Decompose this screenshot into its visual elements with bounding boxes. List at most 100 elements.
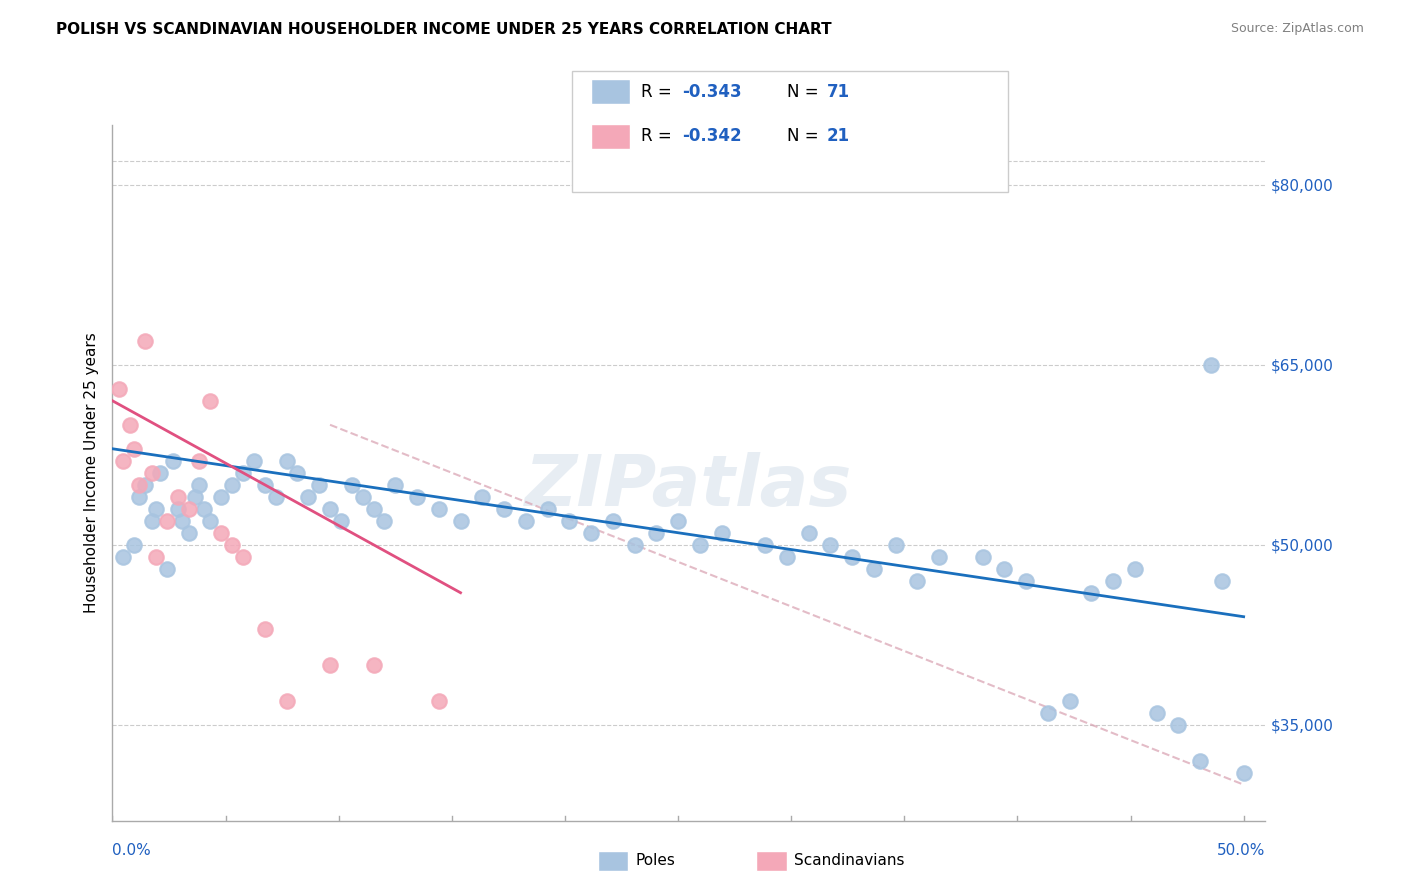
Point bbox=[264, 490, 287, 504]
Point bbox=[754, 538, 776, 552]
Point bbox=[352, 490, 374, 504]
Point bbox=[184, 490, 207, 504]
Point bbox=[1102, 574, 1125, 588]
Point bbox=[450, 514, 472, 528]
Point bbox=[297, 490, 319, 504]
Point bbox=[492, 501, 515, 516]
Point bbox=[149, 466, 172, 480]
Point bbox=[515, 514, 537, 528]
Point bbox=[1036, 706, 1059, 720]
Point bbox=[232, 549, 254, 564]
Point bbox=[1189, 754, 1212, 768]
Point bbox=[276, 694, 298, 708]
Point bbox=[162, 454, 184, 468]
Point bbox=[166, 501, 188, 516]
Point bbox=[200, 393, 222, 408]
Point bbox=[1146, 706, 1168, 720]
Point bbox=[776, 549, 799, 564]
Point bbox=[1167, 717, 1189, 731]
Text: N =: N = bbox=[787, 83, 824, 101]
Point bbox=[1123, 562, 1146, 576]
Point bbox=[340, 477, 363, 491]
Point bbox=[193, 501, 215, 516]
Point bbox=[232, 466, 254, 480]
Point bbox=[905, 574, 928, 588]
Text: 50.0%: 50.0% bbox=[1218, 843, 1265, 858]
Text: Scandinavians: Scandinavians bbox=[794, 854, 905, 868]
Point bbox=[623, 538, 645, 552]
Point bbox=[308, 477, 330, 491]
Point bbox=[172, 514, 194, 528]
Point bbox=[253, 622, 276, 636]
Point bbox=[329, 514, 352, 528]
Point bbox=[112, 454, 135, 468]
Point bbox=[602, 514, 624, 528]
Point bbox=[221, 477, 243, 491]
Point bbox=[972, 549, 994, 564]
Point bbox=[689, 538, 711, 552]
Point bbox=[427, 694, 450, 708]
Text: POLISH VS SCANDINAVIAN HOUSEHOLDER INCOME UNDER 25 YEARS CORRELATION CHART: POLISH VS SCANDINAVIAN HOUSEHOLDER INCOM… bbox=[56, 22, 832, 37]
Text: 21: 21 bbox=[827, 128, 849, 145]
Text: -0.343: -0.343 bbox=[682, 83, 741, 101]
Point bbox=[1015, 574, 1038, 588]
Point bbox=[427, 501, 450, 516]
Point bbox=[863, 562, 886, 576]
Point bbox=[156, 562, 179, 576]
Point bbox=[841, 549, 863, 564]
Point bbox=[188, 477, 211, 491]
Point bbox=[384, 477, 406, 491]
Text: ZIPatlas: ZIPatlas bbox=[526, 452, 852, 521]
Point bbox=[145, 549, 167, 564]
Point bbox=[558, 514, 581, 528]
Point bbox=[1080, 585, 1102, 599]
Point bbox=[373, 514, 395, 528]
Point bbox=[118, 417, 141, 432]
Point bbox=[134, 334, 156, 348]
Point bbox=[122, 538, 145, 552]
Point bbox=[166, 490, 188, 504]
Text: Poles: Poles bbox=[636, 854, 675, 868]
Point bbox=[820, 538, 842, 552]
Text: Source: ZipAtlas.com: Source: ZipAtlas.com bbox=[1230, 22, 1364, 36]
Point bbox=[536, 501, 558, 516]
Point bbox=[993, 562, 1015, 576]
Point bbox=[884, 538, 907, 552]
Point bbox=[156, 514, 179, 528]
Point bbox=[128, 490, 150, 504]
Point bbox=[128, 477, 150, 491]
Point bbox=[928, 549, 950, 564]
Point bbox=[145, 501, 167, 516]
Point bbox=[177, 525, 200, 540]
Point bbox=[141, 466, 163, 480]
Point bbox=[1059, 694, 1081, 708]
Point bbox=[363, 657, 385, 672]
Text: R =: R = bbox=[641, 128, 678, 145]
Point bbox=[363, 501, 385, 516]
Point bbox=[122, 442, 145, 456]
Point bbox=[471, 490, 494, 504]
Point bbox=[406, 490, 429, 504]
Point bbox=[666, 514, 689, 528]
Text: N =: N = bbox=[787, 128, 824, 145]
Point bbox=[200, 514, 222, 528]
Point bbox=[221, 538, 243, 552]
Point bbox=[1211, 574, 1233, 588]
Point bbox=[141, 514, 163, 528]
Point bbox=[276, 454, 298, 468]
Point bbox=[134, 477, 156, 491]
Point bbox=[645, 525, 668, 540]
Point bbox=[108, 382, 131, 396]
Point bbox=[287, 466, 309, 480]
Point bbox=[209, 525, 232, 540]
Point bbox=[797, 525, 820, 540]
Point bbox=[243, 454, 266, 468]
Point bbox=[112, 549, 135, 564]
Point bbox=[710, 525, 733, 540]
Point bbox=[579, 525, 602, 540]
Point bbox=[209, 490, 232, 504]
Y-axis label: Householder Income Under 25 years: Householder Income Under 25 years bbox=[83, 333, 98, 613]
Point bbox=[319, 657, 342, 672]
Point bbox=[1233, 765, 1256, 780]
Text: 0.0%: 0.0% bbox=[112, 843, 152, 858]
